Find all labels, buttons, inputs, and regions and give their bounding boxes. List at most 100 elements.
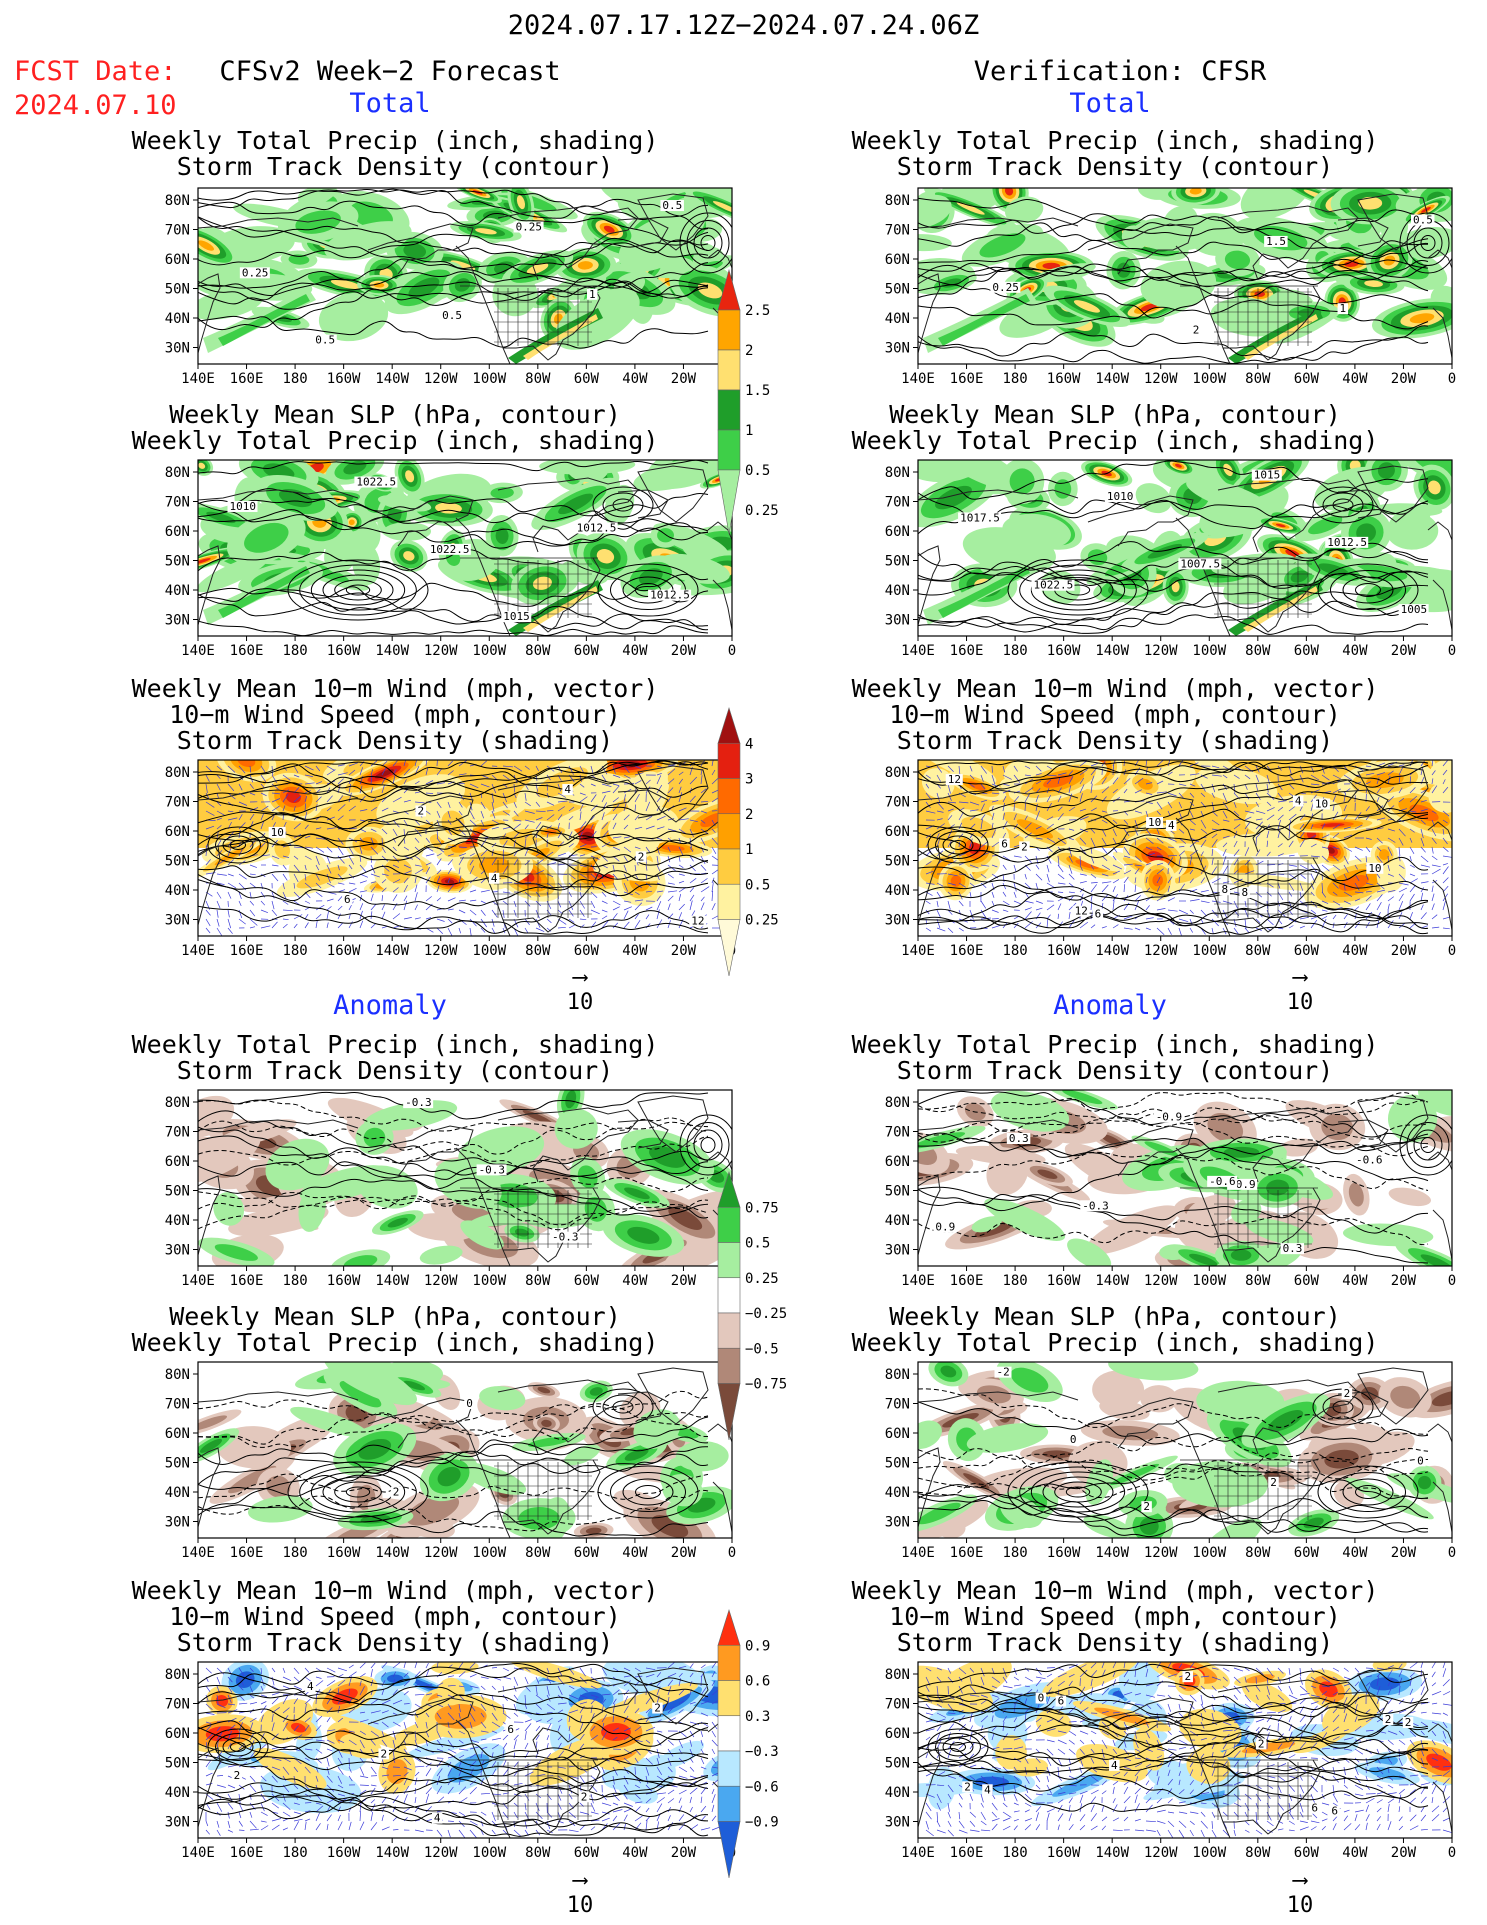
wind-vector <box>282 774 291 781</box>
contour-label: 1007.5 <box>1178 557 1222 570</box>
contour-line <box>918 260 1429 288</box>
coastline <box>1357 193 1429 251</box>
wind-vector <box>524 801 531 807</box>
shading-patch <box>541 1419 552 1428</box>
wind-vector <box>403 1703 410 1705</box>
wind-vector <box>293 765 299 773</box>
wind-vector <box>337 882 345 885</box>
wind-vector <box>381 1730 385 1737</box>
wind-vector <box>936 801 944 810</box>
wind-vector <box>1354 812 1362 821</box>
wind-vector <box>1398 837 1404 846</box>
wind-vector <box>370 787 374 794</box>
contour-label-bg <box>488 872 500 884</box>
wind-vector <box>1134 819 1138 829</box>
wind-vector <box>282 923 288 929</box>
wind-vector <box>425 1669 430 1678</box>
wind-vector <box>326 1814 332 1822</box>
contour-label-bg <box>549 1231 580 1243</box>
wind-vector <box>216 1829 221 1836</box>
wind-vector <box>634 913 639 920</box>
contour-label-bg <box>1031 579 1075 591</box>
wind-vector <box>414 828 422 837</box>
wind-vector <box>656 775 662 785</box>
wind-vector <box>1123 927 1133 930</box>
coastline <box>1427 821 1452 931</box>
wind-vector <box>980 882 987 889</box>
wind-vector <box>1167 909 1178 912</box>
wind-vector <box>491 810 496 819</box>
wind-vector <box>216 1694 219 1704</box>
contour-label-text: 0.25 <box>992 281 1019 294</box>
wind-vector <box>293 846 304 849</box>
precip-band <box>1243 586 1318 632</box>
lon-label: 0 <box>728 1545 736 1561</box>
wind-vector <box>623 802 627 812</box>
wind-vector <box>1420 855 1429 863</box>
wind-vector <box>227 1802 234 1810</box>
shading-patch <box>1224 250 1251 270</box>
lon-label: 60W <box>1294 643 1320 659</box>
lat-label: 70N <box>885 223 910 239</box>
wind-vector <box>469 819 478 827</box>
wind-vector <box>216 1726 221 1732</box>
wind-vector <box>491 819 500 825</box>
contour-ring <box>592 486 654 524</box>
title-line: Weekly Total Precip (inch, shading) <box>851 426 1379 455</box>
shading-patch <box>956 201 985 215</box>
wind-vector <box>623 855 629 863</box>
wind-vector <box>1431 903 1435 911</box>
wind-vector <box>925 927 932 932</box>
wind-vector <box>227 1764 237 1768</box>
wind-vector <box>293 823 301 830</box>
wind-vector <box>1101 810 1107 813</box>
contour-line <box>918 1132 1429 1166</box>
coastline <box>497 777 669 853</box>
wind-vector <box>1420 892 1424 902</box>
fcst-date-value: 2024.07.10 <box>14 90 177 121</box>
shading-patch <box>603 225 615 233</box>
wind-vector <box>315 804 318 812</box>
wind-vector <box>1310 855 1320 858</box>
wind-vector <box>1420 767 1424 776</box>
wind-vector <box>227 783 235 792</box>
wind-vector <box>1079 855 1081 865</box>
wind-vector <box>590 815 595 821</box>
wind-vector <box>480 1721 487 1729</box>
panel-title-vf-total-wind: Weekly Mean 10−m Wind (mph, vector) 10−m… <box>820 676 1410 754</box>
contour-ring <box>935 831 981 859</box>
shading-patch <box>1054 479 1072 499</box>
wind-vector <box>1167 876 1173 884</box>
wind-vector <box>436 1829 443 1837</box>
wind-vector <box>469 1712 476 1722</box>
wind-vector <box>480 819 485 827</box>
shading-patch <box>979 233 1026 258</box>
lon-label: 140E <box>901 371 935 387</box>
coastline <box>497 1379 669 1455</box>
wind-vector <box>568 918 575 923</box>
wind-vector <box>634 765 642 770</box>
shading-patch <box>596 549 615 564</box>
lon-label: 20W <box>671 943 697 959</box>
wind-vector <box>337 815 344 821</box>
wind-vector <box>1376 894 1383 902</box>
contour-label-bg <box>1006 1133 1031 1145</box>
panel-title-fc-anom-wind: Weekly Mean 10−m Wind (mph, vector) 10−m… <box>100 1578 690 1656</box>
contour-line <box>198 315 709 349</box>
shading-patch <box>318 292 389 342</box>
wind-vector <box>936 823 945 830</box>
contour-label-bg <box>635 851 647 863</box>
shading-patch <box>1409 313 1435 324</box>
wind-vector <box>480 1829 484 1836</box>
map-panel-fc-anom-slp: 0 2 80N 70N 60N 50N 40N 30N 140E 160E 180 160W 140W 1… <box>128 1361 736 1568</box>
lat-label: 30N <box>885 1243 910 1259</box>
wind-vector <box>403 855 414 860</box>
panel-title-vf-total-slp: Weekly Mean SLP (hPa, contour) Weekly To… <box>820 402 1410 454</box>
wind-vector <box>348 805 356 812</box>
map-panel-fc-total-slp: 1010 1012.5 1012.5 1015 1022.5 1022.5 80N 70N 60… <box>128 459 736 666</box>
wind-vector <box>392 879 401 884</box>
contour-line <box>198 1436 709 1516</box>
shading-patch <box>475 228 497 235</box>
wind-vector <box>392 913 401 920</box>
